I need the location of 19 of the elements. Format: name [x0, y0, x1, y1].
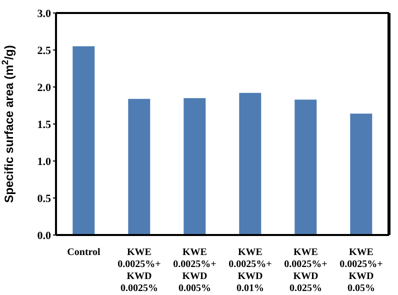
y-tick-label: 0.5: [37, 192, 52, 205]
x-tick-label: KWE 0.0025%+ KWD 0.0025%: [118, 247, 162, 294]
bar: [239, 92, 262, 235]
y-tick-label: 0.0: [37, 230, 52, 242]
x-tick-label: KWE 0.0025%+ KWD 0.025%: [284, 247, 328, 294]
y-tick-label: 3.0: [37, 8, 52, 20]
x-tick-label: KWE 0.0025%+ KWD 0.05%: [340, 247, 384, 294]
bar: [294, 100, 317, 235]
bar: [350, 114, 372, 235]
y-tick-label: 2.0: [37, 82, 52, 94]
y-tick-label: 1.5: [37, 118, 52, 131]
x-tick-label: KWE 0.0025%+ KWD 0.01%: [228, 247, 272, 294]
bar: [128, 98, 150, 235]
x-tick-label: KWE 0.0025%+ KWD 0.005%: [173, 247, 217, 294]
y-tick-label: 1.0: [37, 156, 52, 168]
bar: [72, 46, 95, 235]
bar: [184, 98, 206, 235]
x-tick-label: Control: [67, 247, 101, 258]
y-tick-label: 2.5: [37, 44, 52, 57]
